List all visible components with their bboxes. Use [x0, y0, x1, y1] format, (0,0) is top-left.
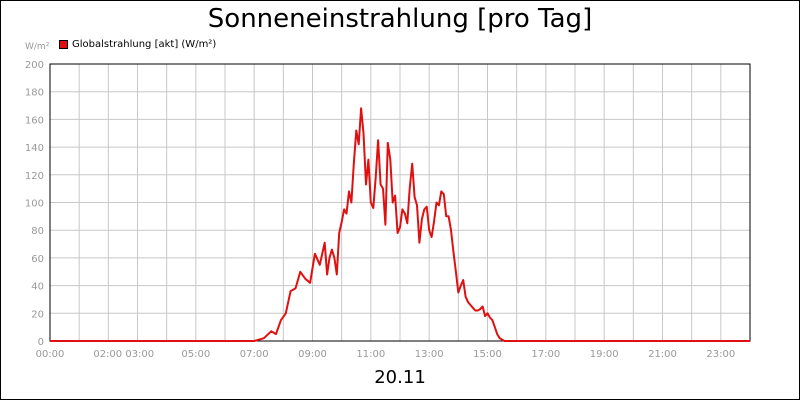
legend-swatch: [59, 40, 68, 49]
x-tick-label: 19:00: [590, 349, 619, 360]
x-tick-label: 09:00: [298, 349, 327, 360]
y-tick-label: 160: [25, 115, 44, 126]
x-tick-label: 07:00: [240, 349, 269, 360]
y-tick-label: 20: [31, 309, 44, 320]
y-tick-label: 200: [25, 60, 44, 71]
x-tick-label: 17:00: [531, 349, 560, 360]
legend-label: Globalstrahlung [akt] (W/m²): [72, 39, 217, 50]
x-tick-label: 11:00: [356, 349, 385, 360]
chart-title: Sonneneinstrahlung [pro Tag]: [207, 4, 593, 34]
y-tick-label: 40: [31, 282, 44, 293]
x-tick-label: 13:00: [415, 349, 444, 360]
x-tick-label: 05:00: [181, 349, 210, 360]
x-tick-label: 15:00: [473, 349, 502, 360]
date-label: 20.11: [374, 367, 426, 388]
y-tick-label: 100: [25, 199, 44, 210]
legend: Globalstrahlung [akt] (W/m²): [59, 39, 216, 50]
x-tick-label: 21:00: [648, 349, 677, 360]
y-tick-label: 180: [25, 88, 44, 99]
x-tick-label: 02:00 03:00: [93, 349, 154, 360]
series-line-0: [50, 107, 750, 342]
plot-border: [49, 63, 751, 342]
y-axis-unit: W/m²: [25, 42, 50, 52]
x-tick-label: 23:00: [706, 349, 735, 360]
y-tick-label: 60: [31, 254, 44, 265]
y-tick-label: 0: [38, 337, 44, 348]
y-tick-label: 80: [31, 226, 44, 237]
y-tick-label: 120: [25, 171, 44, 182]
x-tick-label: 00:00: [36, 349, 65, 360]
y-tick-label: 140: [25, 143, 44, 154]
